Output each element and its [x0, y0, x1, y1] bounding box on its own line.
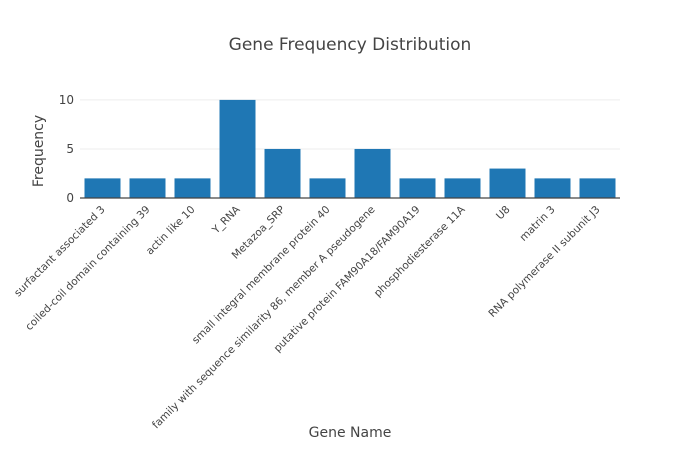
- x-tick-label: matrin 3: [518, 204, 558, 244]
- bar[interactable]: [174, 178, 211, 198]
- y-axis-ticks: 0 5 10: [59, 93, 74, 205]
- bar[interactable]: [399, 178, 436, 198]
- gridlines: [80, 99, 620, 150]
- x-axis-title: Gene Name: [309, 425, 392, 441]
- bar[interactable]: [84, 178, 121, 198]
- bar[interactable]: [534, 178, 571, 198]
- bar[interactable]: [129, 178, 166, 198]
- x-tick-label: surfactant associated 3: [12, 204, 108, 300]
- bar[interactable]: [219, 99, 256, 198]
- y-tick-label: 10: [59, 93, 74, 107]
- bar[interactable]: [354, 148, 391, 198]
- y-axis-title: Frequency: [31, 115, 47, 187]
- x-tick-label: U8: [494, 204, 513, 223]
- y-tick-label: 0: [66, 191, 74, 205]
- y-tick-label: 5: [66, 142, 74, 156]
- bars: [84, 99, 616, 198]
- bar[interactable]: [264, 148, 301, 198]
- bar[interactable]: [309, 178, 346, 198]
- x-tick-label: Y_RNA: [209, 203, 243, 237]
- x-tick-label: family with sequence similarity 86, memb…: [150, 204, 378, 432]
- bar[interactable]: [489, 168, 526, 198]
- chart-title: Gene Frequency Distribution: [229, 35, 472, 55]
- bar[interactable]: [579, 178, 616, 198]
- x-tick-label: phosphodiesterase 11A: [372, 203, 468, 299]
- bar[interactable]: [444, 178, 481, 198]
